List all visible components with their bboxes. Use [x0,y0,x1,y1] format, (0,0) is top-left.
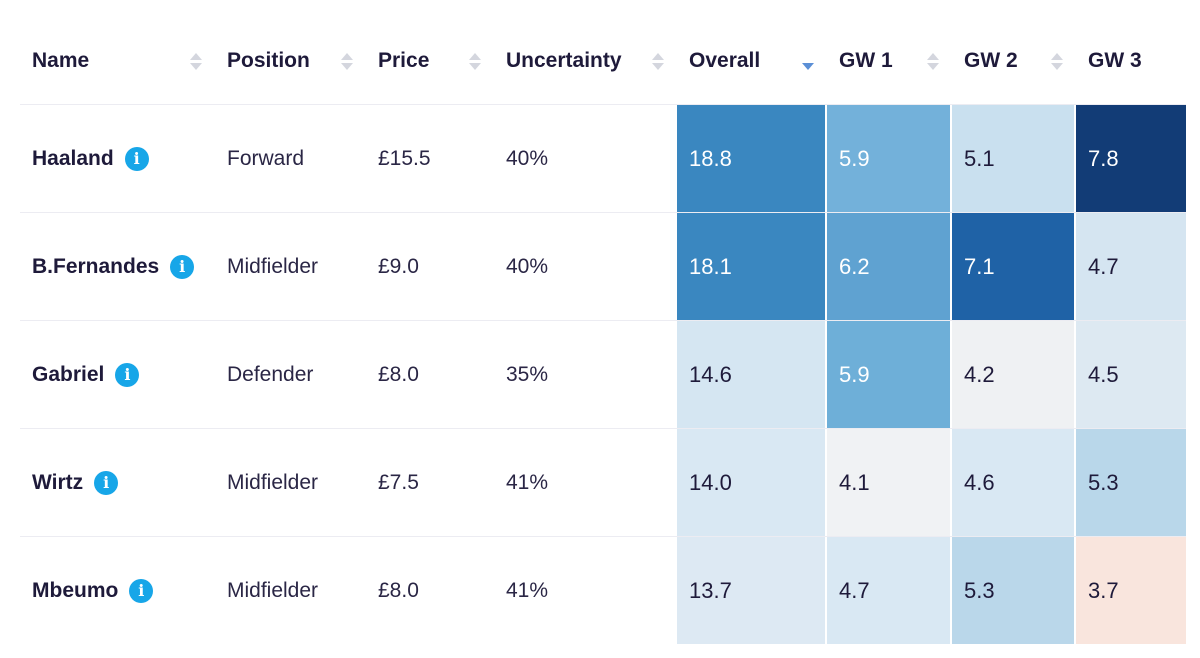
player-name-cell: B.Fernandes i [20,213,215,320]
info-icon[interactable]: i [94,470,119,495]
info-icon[interactable]: i [124,146,149,171]
player-name-cell: Mbeumo i [20,537,215,644]
sort-descending-icon[interactable] [801,49,815,73]
gw3-score-cell: 7.8 [1076,105,1186,212]
info-icon[interactable]: i [129,578,154,603]
sort-icon[interactable] [340,49,354,73]
gw1-score-cell: 5.9 [827,321,952,428]
gw2-score-cell: 4.2 [952,321,1076,428]
player-name: B.Fernandes [32,254,160,278]
column-header-label: Overall [689,49,761,72]
column-header-label: Name [32,49,90,72]
gw2-score-cell: 5.1 [952,105,1076,212]
column-header-name[interactable]: Name [20,49,215,73]
sort-icon[interactable] [189,49,203,73]
player-price: £8.0 [378,578,419,602]
player-uncertainty: 41% [506,470,549,494]
sort-icon[interactable] [1050,49,1064,73]
player-name: Haaland [32,146,114,170]
sort-icon[interactable] [926,49,940,73]
column-header-gw1[interactable]: GW 1 [827,49,952,73]
player-position: Midfielder [227,470,319,494]
column-header-gw2[interactable]: GW 2 [952,49,1076,73]
info-icon[interactable]: i [170,254,195,279]
player-position: Midfielder [227,578,319,602]
player-position: Midfielder [227,254,319,278]
player-name-cell: Wirtz i [20,429,215,536]
table-row: Haaland i Forward £15.5 40% 18.8 5.9 5.1 7.8 [20,105,1186,213]
table-header: Name Position Price Uncertainty Overall … [20,18,1186,105]
column-header-gw3[interactable]: GW 3 [1076,49,1186,73]
player-name: Gabriel [32,362,105,386]
sort-icon[interactable] [651,49,665,73]
column-header-label: Price [378,49,430,72]
player-name-cell: Gabriel i [20,321,215,428]
player-uncertainty: 35% [506,362,549,386]
column-header-label: GW 1 [839,49,893,72]
gw1-score-cell: 5.9 [827,105,952,212]
column-header-overall[interactable]: Overall [677,49,827,73]
player-price: £9.0 [378,254,419,278]
gw2-score-cell: 5.3 [952,537,1076,644]
player-price: £7.5 [378,470,419,494]
column-header-label: Position [227,49,310,72]
player-uncertainty: 41% [506,578,549,602]
overall-score-cell: 13.7 [677,537,827,644]
gw2-score-cell: 7.1 [952,213,1076,320]
column-header-label: Uncertainty [506,49,622,72]
gw3-score-cell: 3.7 [1076,537,1186,644]
column-header-price[interactable]: Price [366,49,494,73]
gw1-score-cell: 4.7 [827,537,952,644]
column-header-label: GW 3 [1088,49,1142,72]
column-header-label: GW 2 [964,49,1018,72]
table-row: Mbeumo i Midfielder £8.0 41% 13.7 4.7 5.3 3.7 [20,537,1186,644]
player-position: Forward [227,146,305,170]
table-row: Wirtz i Midfielder £7.5 41% 14.0 4.1 4.6 5.3 [20,429,1186,537]
table-body: Haaland i Forward £15.5 40% 18.8 5.9 5.1 7.8 B.Fe… [20,105,1186,644]
player-projection-table: Name Position Price Uncertainty Overall … [20,18,1186,644]
table-row: B.Fernandes i Midfielder £9.0 40% 18.1 6.2 7.1 4… [20,213,1186,321]
player-name: Mbeumo [32,578,119,602]
gw1-score-cell: 4.1 [827,429,952,536]
info-icon[interactable]: i [115,362,140,387]
column-header-position[interactable]: Position [215,49,366,73]
overall-score-cell: 14.6 [677,321,827,428]
player-price: £15.5 [378,146,431,170]
gw3-score-cell: 4.5 [1076,321,1186,428]
sort-icon[interactable] [468,49,482,73]
player-position: Defender [227,362,314,386]
player-name-cell: Haaland i [20,105,215,212]
gw1-score-cell: 6.2 [827,213,952,320]
player-name: Wirtz [32,470,84,494]
gw3-score-cell: 4.7 [1076,213,1186,320]
player-price: £8.0 [378,362,419,386]
overall-score-cell: 14.0 [677,429,827,536]
table-row: Gabriel i Defender £8.0 35% 14.6 5.9 4.2 4.5 [20,321,1186,429]
overall-score-cell: 18.8 [677,105,827,212]
player-uncertainty: 40% [506,254,549,278]
overall-score-cell: 18.1 [677,213,827,320]
player-uncertainty: 40% [506,146,549,170]
gw3-score-cell: 5.3 [1076,429,1186,536]
column-header-uncertainty[interactable]: Uncertainty [494,49,677,73]
gw2-score-cell: 4.6 [952,429,1076,536]
